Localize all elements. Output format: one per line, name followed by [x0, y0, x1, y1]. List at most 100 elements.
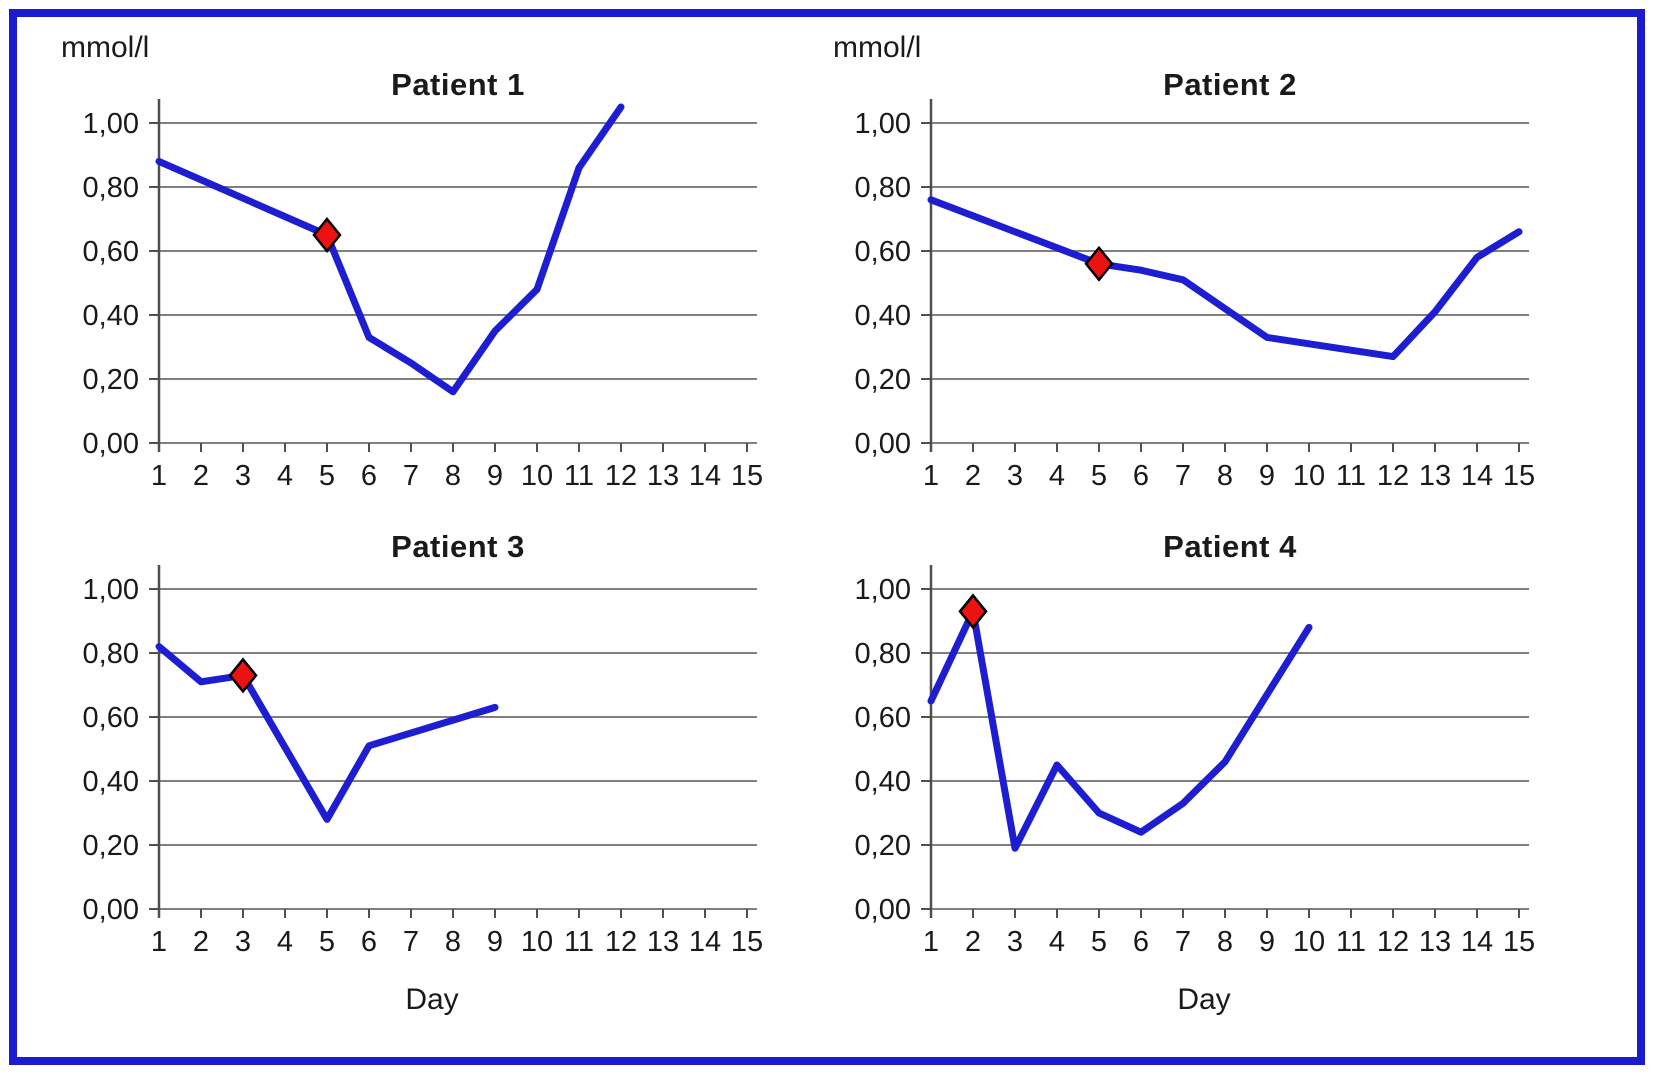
- y-tick-label: 0,20: [83, 830, 139, 862]
- x-tick-label: 15: [731, 460, 763, 492]
- x-tick-label: 12: [605, 460, 637, 492]
- y-tick-label: 0,80: [83, 638, 139, 670]
- x-tick-label: 13: [647, 926, 679, 958]
- y-tick-label: 0,20: [855, 364, 911, 396]
- x-tick-label: 1: [923, 926, 939, 958]
- x-tick-label: 2: [193, 460, 209, 492]
- x-tick-label: 10: [1293, 926, 1325, 958]
- chart-patient-2: 1,00 0,80 0,60 0,40 0,20 0,00 1 2 3 4 5 6 7 8 9 10 11 12 1…: [813, 23, 1603, 511]
- x-tick-label: 6: [361, 460, 377, 492]
- chart-canvas: 1,000,800,600,400,200,001 2 3 4 5 6 7 8 9 10 11 12 1…: [855, 529, 1536, 1016]
- x-tick-label: 2: [193, 926, 209, 958]
- x-tick-label: 11: [564, 926, 594, 958]
- x-tick-label: 1: [151, 926, 167, 958]
- marker-diamond: [228, 657, 258, 694]
- x-axis-day-label: Day: [405, 983, 458, 1016]
- x-tick-label: 12: [1377, 460, 1409, 492]
- y-tick-label: 0,80: [855, 638, 911, 670]
- x-tick-label: 3: [235, 460, 251, 492]
- y-tick-label: 0,40: [855, 300, 911, 332]
- x-tick-label: 7: [1175, 926, 1191, 958]
- x-tick-label: 3: [235, 926, 251, 958]
- y-tick-label: 0,00: [83, 428, 139, 460]
- x-tick-label: 1: [151, 460, 167, 492]
- x-tick-label: 10: [1293, 460, 1325, 492]
- marker-diamond: [312, 217, 342, 253]
- chart-canvas: 1,000,800,600,400,200,001 2 3 4 5 6 7 8 9 10 11 12 1…: [83, 529, 764, 1016]
- y-tick-label: 1,00: [855, 574, 911, 606]
- y-tick-label: 0,80: [855, 172, 911, 204]
- x-tick-label: 10: [521, 926, 553, 958]
- y-tick-label: 0,40: [83, 300, 139, 332]
- y-tick-label: 0,40: [83, 766, 139, 798]
- x-tick-label: 3: [1007, 460, 1023, 492]
- x-tick-label: 8: [445, 460, 461, 492]
- chart-patient-1: 1,00 0,80 0,60 0,40 0,20 0,00 1 2 3 4 5 6 7 8 9 10 11 12 1…: [41, 23, 813, 511]
- x-tick-label: 15: [1503, 926, 1535, 958]
- x-tick-label: 9: [1259, 460, 1275, 492]
- x-axis-day-label: Day: [1177, 983, 1230, 1016]
- x-tick-label: 13: [647, 460, 679, 492]
- x-tick-label: 5: [1091, 460, 1107, 492]
- y-tick-label: 0,60: [855, 702, 911, 734]
- figure-border: 1,00 0,80 0,60 0,40 0,20 0,00 1 2 3 4 5 6 7 8 9 10 11 12 1…: [9, 9, 1645, 1065]
- x-tick-label: 7: [403, 926, 419, 958]
- series-line: [927, 607, 1313, 852]
- x-tick-label: 13: [1419, 460, 1451, 492]
- y-tick-label: 0,00: [83, 894, 139, 926]
- x-tick-label: 8: [1217, 460, 1233, 492]
- x-tick-label: 8: [445, 926, 461, 958]
- y-tick-label: 0,20: [83, 364, 139, 396]
- chart-title: Patient 2: [1163, 67, 1297, 102]
- y-axis-unit-label: mmol/l: [833, 31, 921, 64]
- y-tick-label: 0,00: [855, 894, 911, 926]
- x-tick-label: 4: [1049, 460, 1065, 492]
- x-tick-label: 14: [689, 926, 721, 958]
- x-tick-label: 11: [1336, 926, 1366, 958]
- y-tick-label: 0,40: [855, 766, 911, 798]
- x-tick-label: 1: [923, 460, 939, 492]
- x-tick-label: 9: [487, 460, 503, 492]
- x-tick-label: 14: [689, 460, 721, 492]
- y-tick-label: 0,20: [855, 830, 911, 862]
- chart-title: Patient 4: [1163, 529, 1297, 564]
- x-tick-label: 12: [1377, 926, 1409, 958]
- series-line: [155, 103, 625, 396]
- x-tick-label: 2: [965, 926, 981, 958]
- x-tick-label: 12: [605, 926, 637, 958]
- chart-canvas: 1,000,800,600,400,200,001 2 3 4 5 6 7 8 9 10 11 12 1…: [61, 31, 763, 492]
- x-tick-label: 14: [1461, 926, 1493, 958]
- x-tick-label: 9: [487, 926, 503, 958]
- x-tick-label: 7: [403, 460, 419, 492]
- x-tick-label: 11: [564, 460, 594, 492]
- x-tick-label: 11: [1336, 460, 1366, 492]
- chart-patient-4: 1,00 0,80 0,60 0,40 0,20 0,00 1 2 3 4 5 6 7 8 9 10 11 12 1…: [813, 511, 1603, 1033]
- x-tick-label: 14: [1461, 460, 1493, 492]
- y-tick-label: 1,00: [83, 108, 139, 140]
- x-tick-label: 4: [1049, 926, 1065, 958]
- chart-patient-3: 1,00 0,80 0,60 0,40 0,20 0,00 1 2 3 4 5 6 7 8 9 10 11 12 1…: [41, 511, 813, 1033]
- x-tick-label: 9: [1259, 926, 1275, 958]
- y-tick-label: 1,00: [855, 108, 911, 140]
- x-tick-label: 5: [319, 460, 335, 492]
- y-tick-label: 0,00: [855, 428, 911, 460]
- marker-diamond: [1084, 245, 1114, 282]
- x-tick-label: 6: [1133, 460, 1149, 492]
- x-tick-label: 4: [277, 926, 293, 958]
- charts-grid: 1,00 0,80 0,60 0,40 0,20 0,00 1 2 3 4 5 6 7 8 9 10 11 12 1…: [17, 17, 1637, 1033]
- x-tick-label: 7: [1175, 460, 1191, 492]
- chart-title: Patient 3: [391, 529, 525, 564]
- y-tick-label: 1,00: [83, 574, 139, 606]
- x-tick-label: 8: [1217, 926, 1233, 958]
- y-tick-label: 0,60: [83, 702, 139, 734]
- y-tick-label: 0,80: [83, 172, 139, 204]
- marker-diamond: [958, 593, 988, 630]
- x-tick-label: 13: [1419, 926, 1451, 958]
- x-tick-label: 10: [521, 460, 553, 492]
- chart-title: Patient 1: [391, 67, 525, 102]
- x-tick-label: 3: [1007, 926, 1023, 958]
- y-tick-label: 0,60: [83, 236, 139, 268]
- series-line: [155, 643, 499, 823]
- x-tick-label: 2: [965, 460, 981, 492]
- x-tick-label: 6: [361, 926, 377, 958]
